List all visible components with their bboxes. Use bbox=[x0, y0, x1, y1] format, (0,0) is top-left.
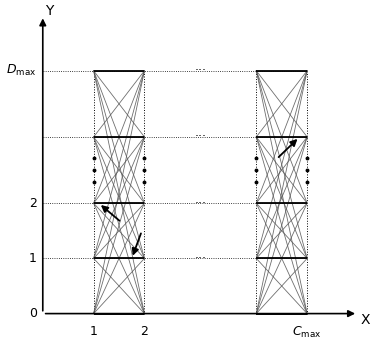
Text: 2: 2 bbox=[141, 325, 149, 337]
Text: 2: 2 bbox=[29, 197, 37, 210]
Text: 1: 1 bbox=[90, 325, 97, 337]
Text: ···: ··· bbox=[194, 252, 206, 265]
Text: $C_{\rm max}$: $C_{\rm max}$ bbox=[293, 325, 322, 340]
Text: ···: ··· bbox=[194, 197, 206, 210]
Text: Y: Y bbox=[45, 4, 53, 18]
Text: 0: 0 bbox=[29, 307, 37, 320]
Text: $D_{\rm max}$: $D_{\rm max}$ bbox=[6, 63, 37, 78]
Text: ···: ··· bbox=[194, 130, 206, 143]
Text: X: X bbox=[361, 313, 370, 327]
Text: 1: 1 bbox=[29, 252, 37, 265]
Text: ···: ··· bbox=[194, 64, 206, 77]
